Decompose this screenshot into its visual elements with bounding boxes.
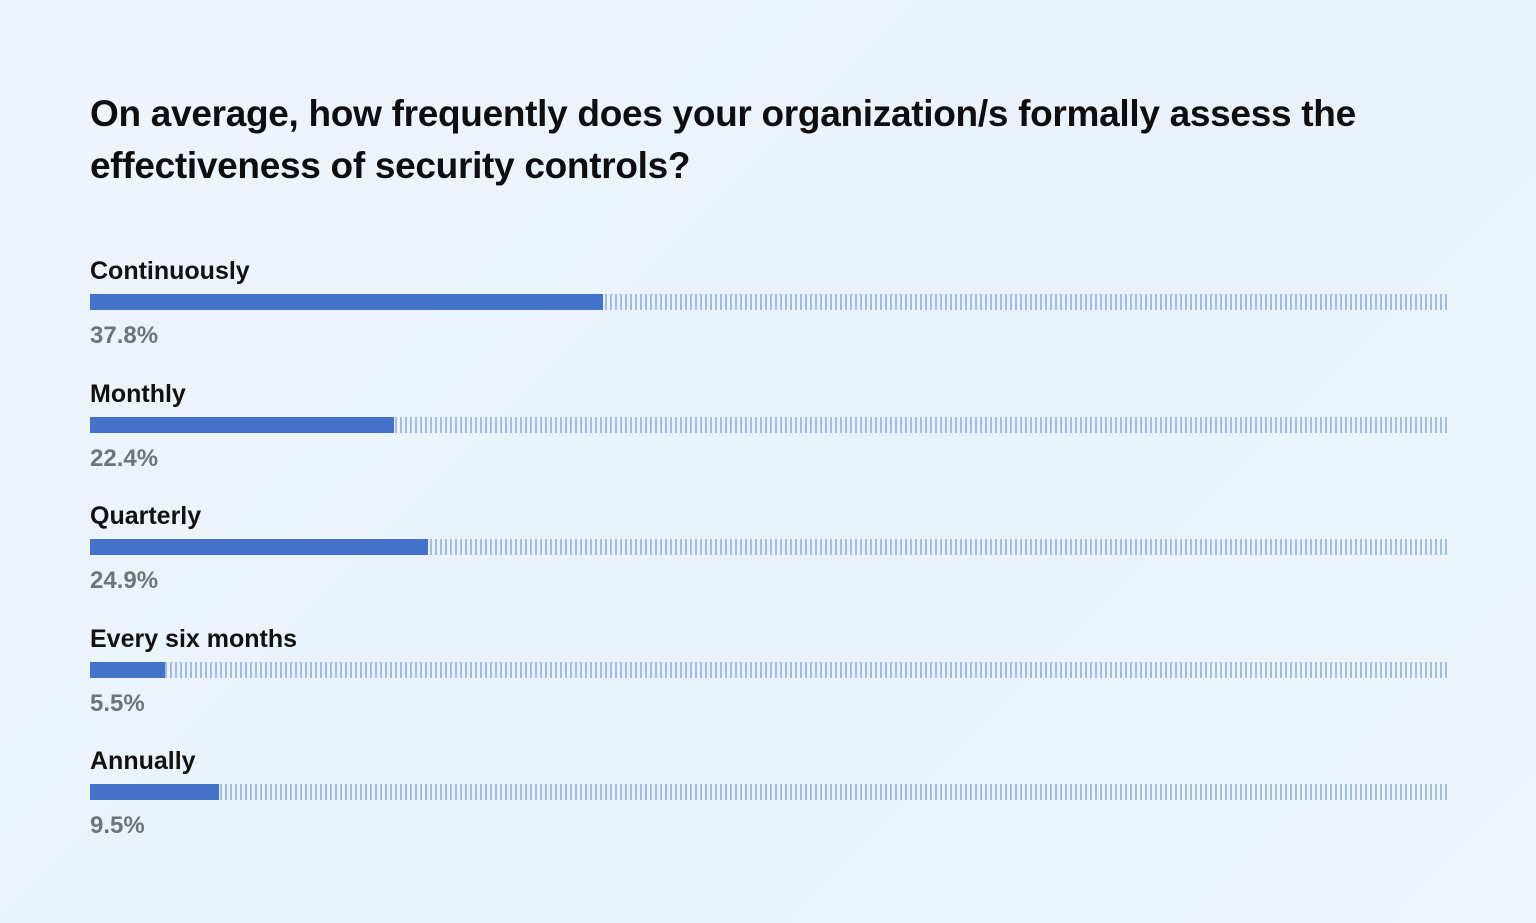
- bar-track: [90, 784, 1447, 800]
- bar: [90, 661, 165, 678]
- bar: [90, 416, 394, 433]
- chart-row: Continuously 37.8%: [90, 255, 1447, 378]
- bar: [90, 784, 219, 800]
- value-label: 5.5%: [90, 689, 145, 717]
- value-label: 9.5%: [90, 812, 145, 839]
- chart-row: Annually 9.5%: [90, 745, 1447, 868]
- bar-track: [90, 294, 1447, 310]
- chart-row: Monthly 22.4%: [90, 378, 1447, 501]
- value-label: 37.8%: [90, 322, 159, 349]
- value-label: 22.4%: [90, 444, 159, 472]
- category-label: Quarterly: [90, 502, 202, 530]
- category-label: Monthly: [90, 379, 186, 408]
- value-label: 24.9%: [90, 567, 159, 594]
- horizontal-bar-chart: Continuously 37.8% Monthly 22.4% Quarterly 24…: [90, 255, 1447, 868]
- bar-track: [90, 661, 1447, 678]
- category-label: Every six months: [90, 624, 298, 653]
- bar: [90, 539, 428, 555]
- bar: [90, 294, 603, 310]
- bar-track: [90, 539, 1447, 555]
- chart-row: Quarterly 24.9%: [90, 500, 1447, 623]
- chart-title: On average, how frequently does your org…: [90, 93, 1356, 186]
- category-label: Continuously: [90, 257, 250, 285]
- chart-row: Every six months 5.5%: [90, 623, 1447, 746]
- bar-track: [90, 416, 1447, 433]
- category-label: Annually: [90, 747, 196, 775]
